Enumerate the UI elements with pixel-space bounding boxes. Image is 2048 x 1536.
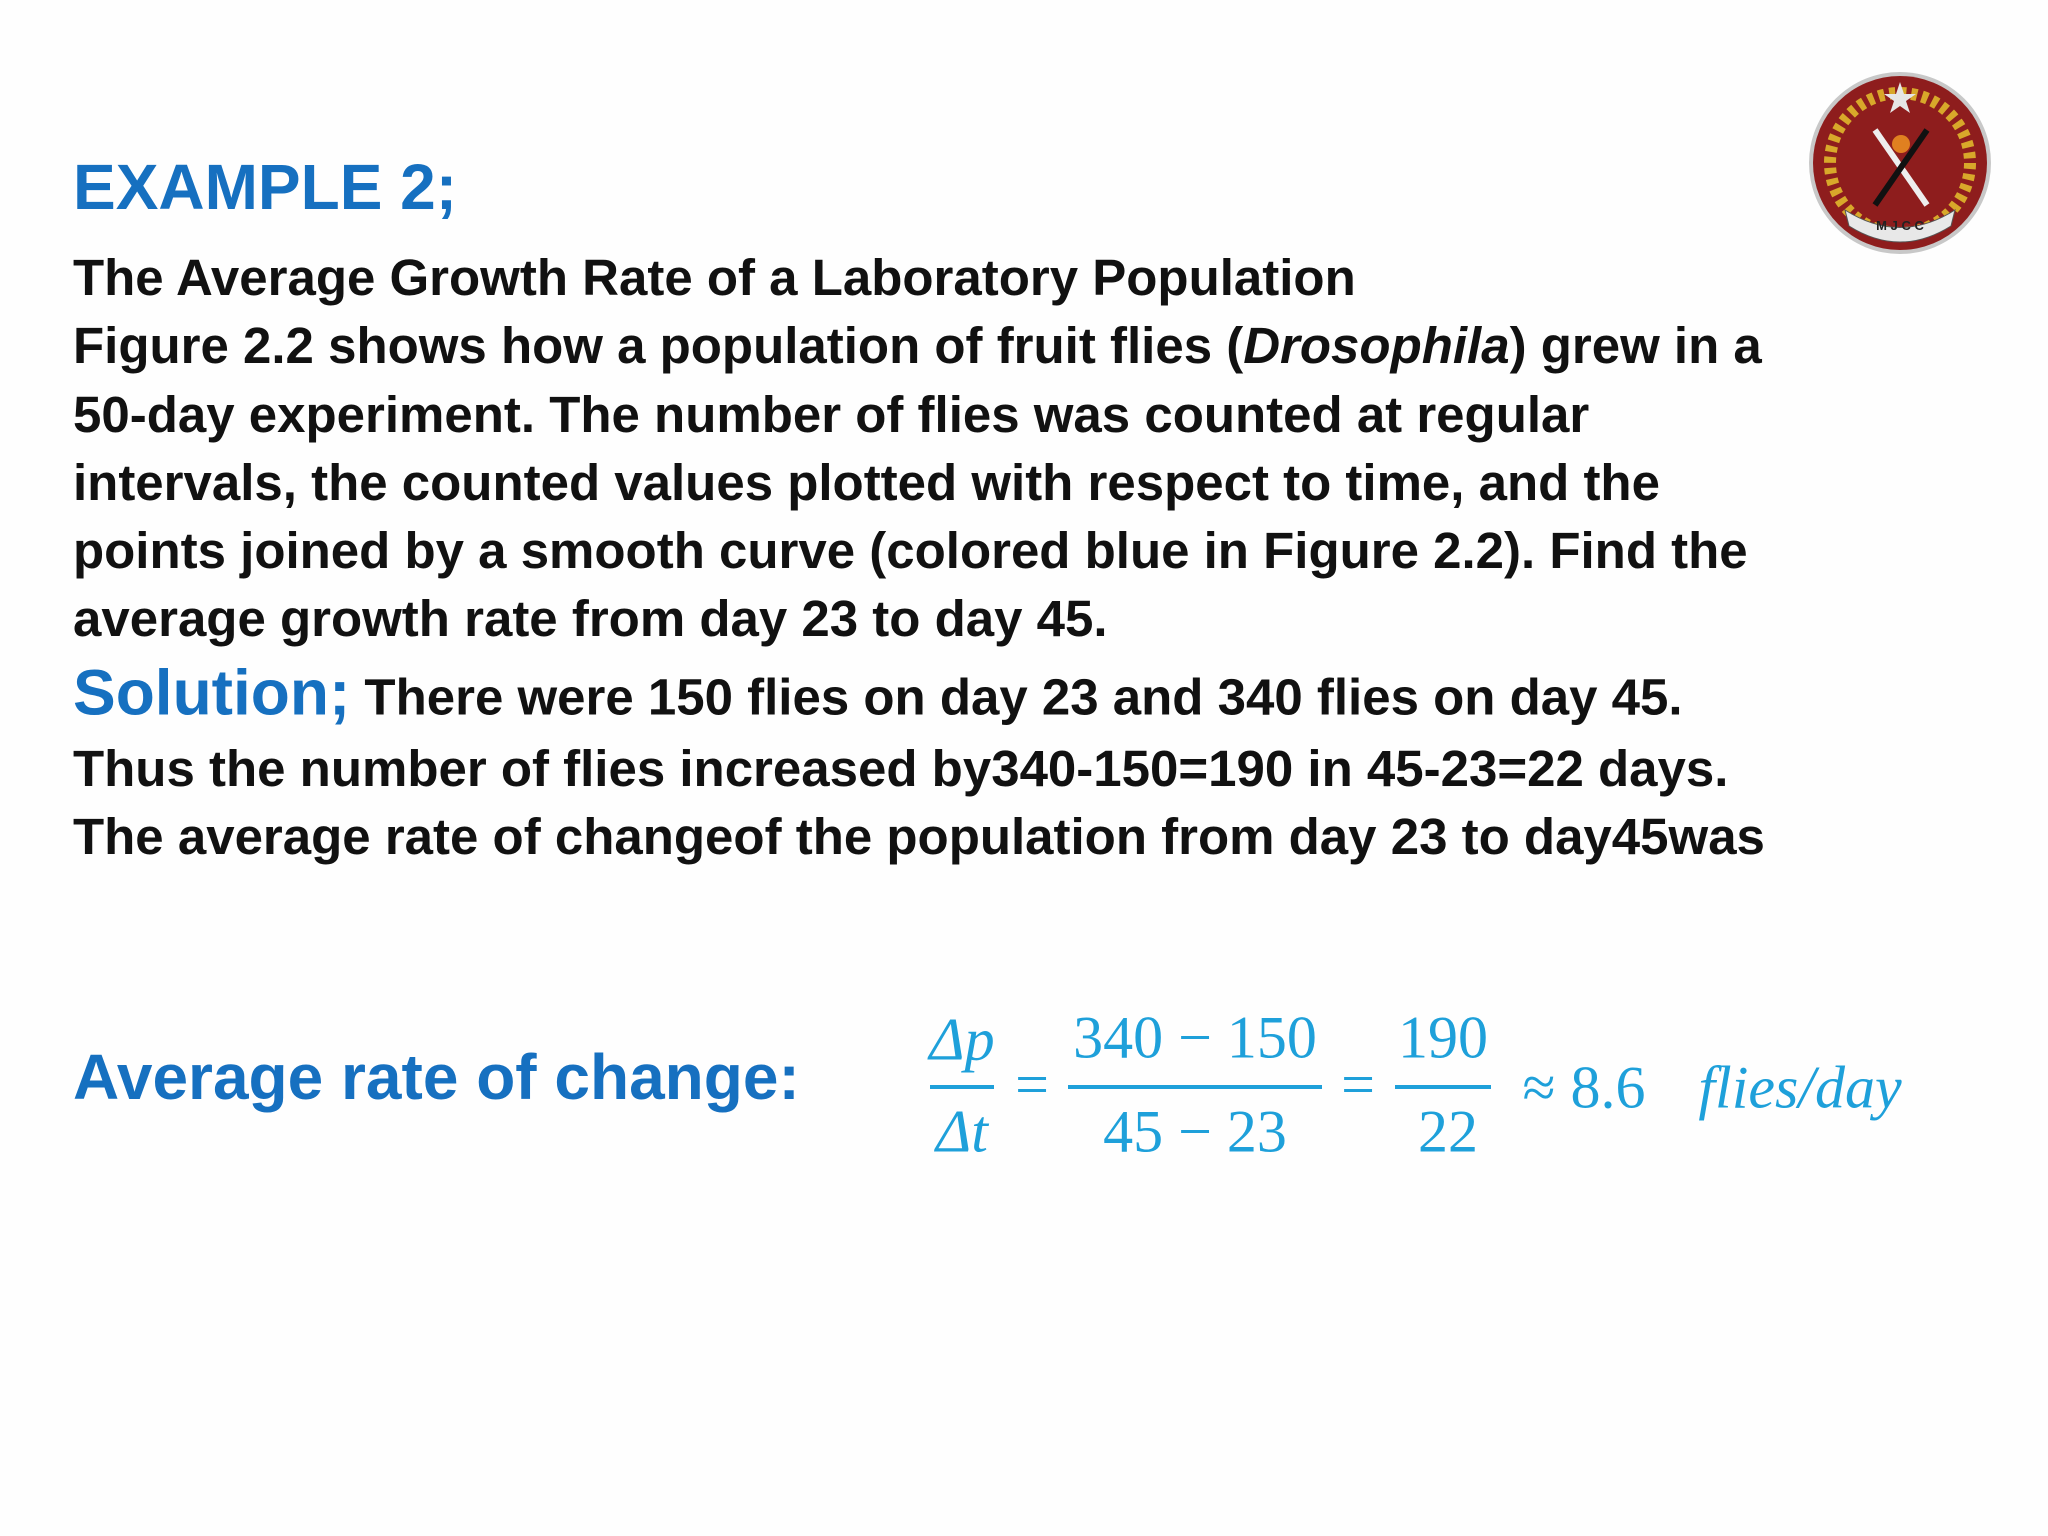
- logo: M J C C: [1809, 72, 1991, 254]
- numerator: 190: [1398, 1004, 1488, 1071]
- problem-line: 50-day experiment. The number of flies w…: [73, 386, 1590, 443]
- approximate-value: ≈ 8.6: [1522, 1054, 1646, 1121]
- logo-flame: [1892, 135, 1910, 153]
- logo-star: [1884, 82, 1916, 113]
- problem-line: Figure 2.2 shows how a population of fru…: [73, 312, 1762, 380]
- logo-sword: [1872, 128, 1930, 207]
- equals: =: [1341, 1051, 1375, 1118]
- logo-text: M J C C: [1876, 218, 1924, 233]
- problem-line: average growth rate from day 23 to day 4…: [73, 590, 1108, 647]
- logo-wreath: [1824, 87, 1976, 239]
- solution-line: Thus the number of flies increased by340…: [73, 740, 1729, 797]
- numerator: 340 − 150: [1073, 1004, 1317, 1071]
- denominator: 22: [1418, 1098, 1478, 1165]
- problem-line: intervals, the counted values plotted wi…: [73, 454, 1660, 511]
- unit: flies/day: [1698, 1054, 1902, 1121]
- heading: EXAMPLE 2;: [73, 151, 458, 223]
- text: There were 150 flies on day 23 and 340 f…: [364, 668, 1683, 726]
- problem-title: The Average Growth Rate of a Laboratory …: [73, 249, 1356, 306]
- solution-line: The average rate of changeof the populat…: [73, 808, 1765, 865]
- result-label: Average rate of change:: [73, 1041, 800, 1113]
- denominator: Δt: [936, 1098, 988, 1165]
- numerator: Δp: [929, 1006, 995, 1073]
- fraction-bar: [1068, 1085, 1322, 1089]
- problem-line: points joined by a smooth curve (colored…: [73, 522, 1748, 579]
- denominator: 45 − 23: [1103, 1098, 1287, 1165]
- solution-label: Solution;: [73, 656, 351, 729]
- fraction-bar: [1395, 1085, 1491, 1089]
- fraction-bar: [930, 1085, 994, 1089]
- logo-ribbon: [1844, 208, 1956, 243]
- solution-line: Solution; There were 150 flies on day 23…: [73, 659, 1683, 732]
- text: ) grew in a: [1509, 317, 1762, 374]
- equals: =: [1015, 1051, 1049, 1118]
- text: Figure 2.2 shows how a population of fru…: [73, 317, 1244, 374]
- species-name: Drosophila: [1243, 317, 1510, 374]
